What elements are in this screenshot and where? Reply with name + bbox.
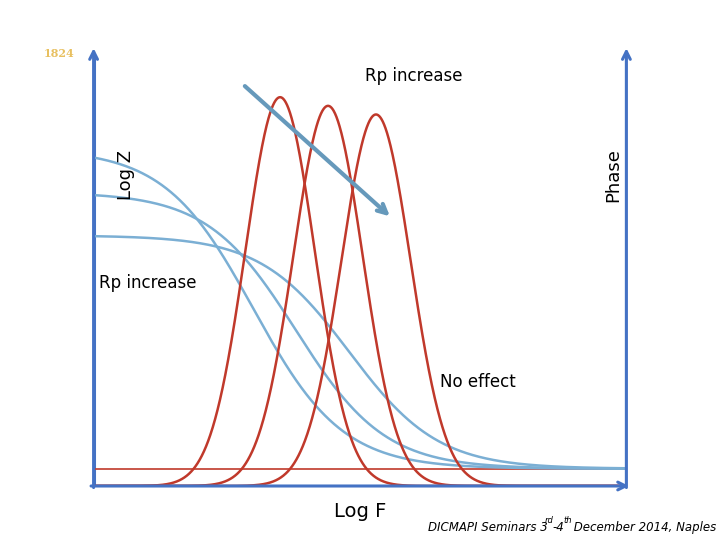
Text: DICMAPI Seminars 3: DICMAPI Seminars 3 <box>428 521 548 534</box>
Text: 1824: 1824 <box>44 48 75 59</box>
Text: Rp increase: Rp increase <box>365 66 463 85</box>
Text: Log Z: Log Z <box>117 150 135 200</box>
Text: th: th <box>563 516 572 525</box>
Text: Rp increase: Rp increase <box>99 274 197 292</box>
Text: MANCHESTER: MANCHESTER <box>13 25 106 36</box>
Text: No effect: No effect <box>440 373 516 392</box>
Text: -4: -4 <box>552 521 564 534</box>
Text: Log F: Log F <box>334 502 386 522</box>
Text: Phase: Phase <box>604 148 622 202</box>
Text: December 2014, Naples: December 2014, Naples <box>570 521 716 534</box>
Text: rd: rd <box>545 516 554 525</box>
